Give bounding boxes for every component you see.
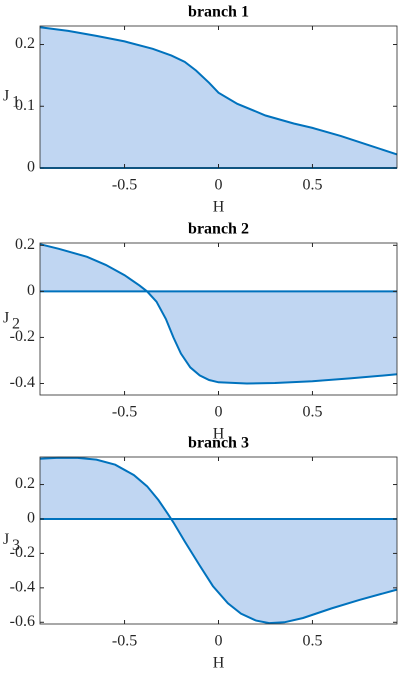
area-fill (40, 27, 397, 169)
y-axis-label: J (3, 88, 9, 105)
x-tick-label: -0.5 (112, 633, 137, 650)
y-tick-label: -0.2 (10, 328, 35, 345)
y-tick-label: -0.4 (10, 374, 35, 391)
y-axis-label-sub: 2 (12, 316, 20, 333)
x-axis-label: H (213, 426, 225, 443)
y-tick-label: 0.1 (15, 97, 35, 114)
y-tick-label: 0.2 (15, 236, 35, 253)
x-axis-label: H (213, 655, 225, 672)
y-axis-label: J (3, 531, 9, 548)
y-axis-label-sub: 3 (12, 537, 20, 554)
y-axis-label-sub: 1 (12, 94, 20, 111)
chart-title: branch 3 (188, 435, 249, 452)
data-line (39, 243, 398, 385)
area-fill (40, 457, 397, 624)
x-tick-label: 0.5 (302, 404, 322, 421)
y-tick-label: -0.4 (10, 579, 35, 596)
chart-title: branch 1 (188, 4, 249, 21)
y-tick-label: 0 (27, 159, 35, 176)
y-axis-label: J (3, 310, 9, 327)
data-line (39, 456, 398, 625)
x-tick-label: 0 (215, 177, 223, 194)
x-tick-label: 0 (215, 633, 223, 650)
x-tick-label: 0 (215, 404, 223, 421)
y-tick-label: 0.2 (15, 35, 35, 52)
x-tick-label: 0.5 (302, 633, 322, 650)
x-tick-label: -0.5 (112, 404, 137, 421)
x-tick-label: 0.5 (302, 177, 322, 194)
chart-title: branch 2 (188, 221, 249, 238)
x-tick-label: -0.5 (112, 177, 137, 194)
y-tick-label: -0.6 (10, 613, 35, 630)
y-tick-label: 0 (27, 282, 35, 299)
data-line (39, 26, 398, 156)
x-axis-label: H (213, 199, 225, 216)
y-tick-label: 0.2 (15, 475, 35, 492)
area-fill (40, 244, 397, 384)
y-tick-label: -0.2 (10, 544, 35, 561)
y-tick-label: 0 (27, 510, 35, 527)
